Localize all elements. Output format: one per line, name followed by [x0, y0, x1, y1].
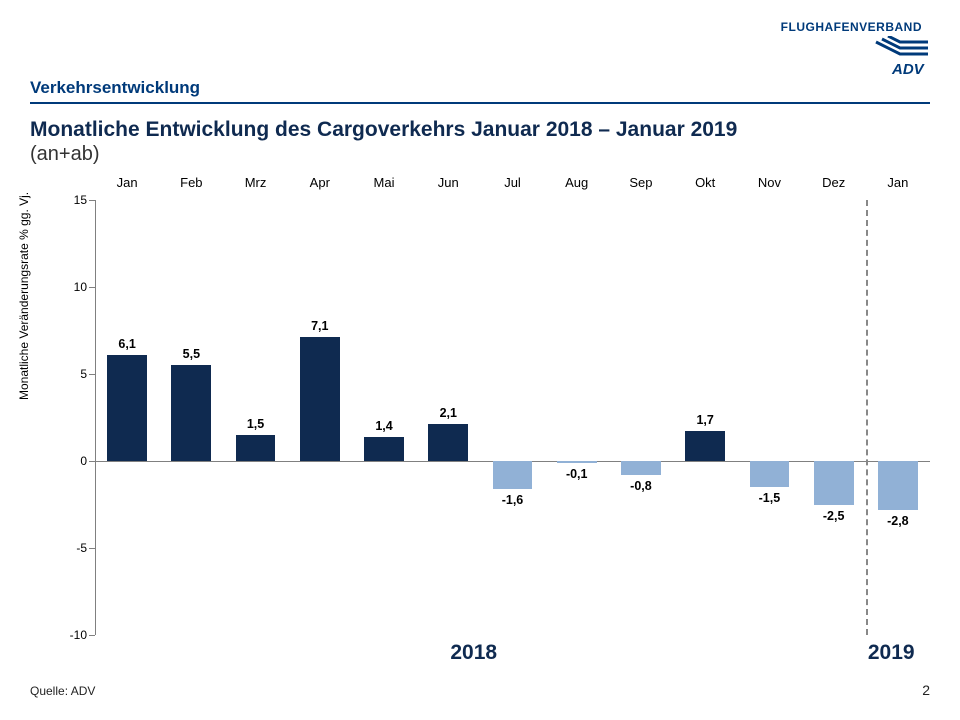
bar [685, 431, 725, 461]
bar [814, 461, 854, 505]
y-tick [89, 548, 95, 549]
month-label: Sep [611, 175, 671, 190]
source-text: Quelle: ADV [30, 684, 95, 698]
value-label: 2,1 [418, 406, 478, 420]
month-label: Okt [675, 175, 735, 190]
bar [107, 355, 147, 461]
month-label: Jul [483, 175, 543, 190]
value-label: 1,5 [226, 417, 286, 431]
month-label: Dez [804, 175, 864, 190]
y-tick [89, 287, 95, 288]
bar [878, 461, 918, 510]
y-tick-label: 0 [57, 454, 87, 468]
month-label: Jan [97, 175, 157, 190]
y-tick-label: -10 [57, 628, 87, 642]
month-label: Jun [418, 175, 478, 190]
brand-text: FLUGHAFENVERBAND [781, 20, 922, 34]
page-root: FLUGHAFENVERBAND ADV Verkehrsentwicklung… [0, 0, 960, 720]
y-axis-title: Monatliche Veränderungsrate % gg. Vj. [17, 192, 31, 400]
section-rule [30, 102, 930, 104]
month-label: Nov [739, 175, 799, 190]
svg-text:ADV: ADV [891, 61, 926, 76]
month-label: Aug [547, 175, 607, 190]
month-label: Apr [290, 175, 350, 190]
value-label: 1,4 [354, 419, 414, 433]
chart-subhead: (an+ab) [30, 143, 100, 166]
y-tick-label: 15 [57, 193, 87, 207]
value-label: -1,6 [483, 493, 543, 507]
bar [428, 424, 468, 461]
y-tick [89, 635, 95, 636]
brand-logo: FLUGHAFENVERBAND ADV [720, 18, 930, 81]
page-number: 2 [922, 682, 930, 698]
brand-glyph: ADV [870, 36, 930, 81]
section-title: Verkehrsentwicklung [30, 78, 200, 98]
month-label: Feb [161, 175, 221, 190]
plot-area: -10-50510156,15,51,57,11,42,1-1,6-0,1-0,… [95, 200, 930, 635]
year-divider [866, 200, 868, 635]
value-label: -0,1 [547, 467, 607, 481]
year-label: 2018 [450, 641, 497, 665]
value-label: -2,5 [804, 509, 864, 523]
bar [171, 365, 211, 461]
y-tick [89, 374, 95, 375]
bar [236, 435, 276, 461]
bar [364, 437, 404, 461]
value-label: -2,8 [868, 514, 928, 528]
y-tick [89, 200, 95, 201]
month-label: Mrz [226, 175, 286, 190]
value-label: -0,8 [611, 479, 671, 493]
bar [621, 461, 661, 475]
value-label: 5,5 [161, 347, 221, 361]
month-label: Jan [868, 175, 928, 190]
chart-headline: Monatliche Entwicklung des Cargoverkehrs… [30, 118, 737, 142]
value-label: 6,1 [97, 337, 157, 351]
value-label: -1,5 [739, 491, 799, 505]
value-label: 1,7 [675, 413, 735, 427]
bar [750, 461, 790, 487]
year-label: 2019 [868, 641, 915, 665]
bar [493, 461, 533, 489]
y-tick-label: 10 [57, 280, 87, 294]
month-label: Mai [354, 175, 414, 190]
bar [557, 461, 597, 463]
chart-area: Monatliche Veränderungsrate % gg. Vj. Ja… [30, 175, 930, 665]
y-axis [95, 200, 96, 635]
bar [300, 337, 340, 461]
y-tick-label: 5 [57, 367, 87, 381]
value-label: 7,1 [290, 319, 350, 333]
month-labels-row: Jan Feb Mrz Apr Mai Jun Jul Aug Sep Okt Nov Dez Jan [95, 175, 930, 195]
y-tick-label: -5 [57, 541, 87, 555]
